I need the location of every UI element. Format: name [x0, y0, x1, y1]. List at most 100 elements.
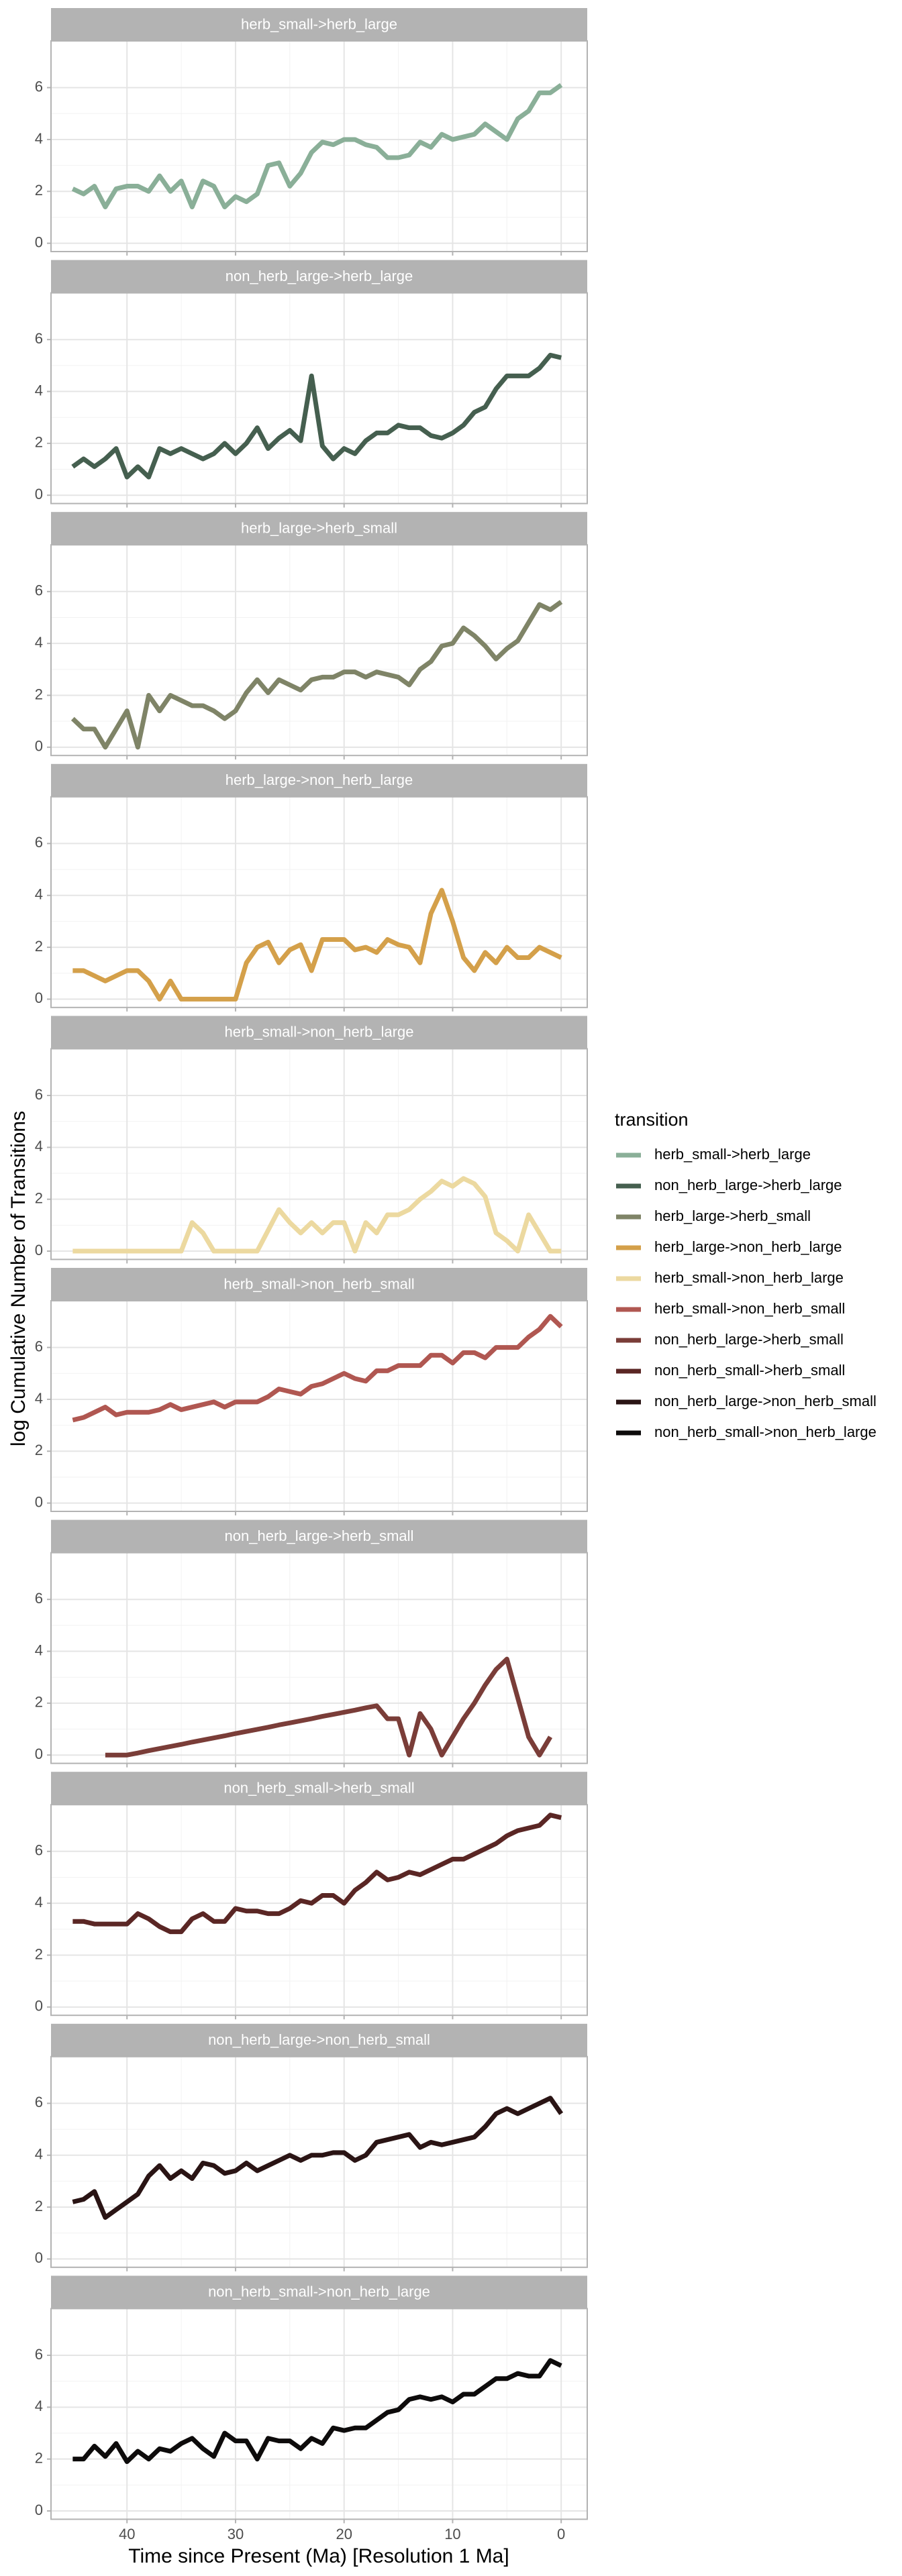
x-tick-label: 0	[557, 2526, 565, 2542]
legend-label: herb_small->non_herb_large	[654, 1269, 844, 1286]
y-tick-label: 0	[35, 1998, 43, 2015]
panel-border	[50, 796, 588, 1008]
y-tick-label: 0	[35, 1746, 43, 1762]
strip	[51, 1016, 587, 1049]
y-tick-label: 4	[35, 634, 43, 651]
line	[72, 1813, 562, 1935]
strip	[51, 8, 587, 41]
panel-border	[50, 292, 588, 504]
strip	[51, 2023, 587, 2057]
panel-border	[50, 2055, 588, 2268]
line	[72, 1313, 563, 1423]
panel-border	[50, 1300, 588, 1512]
strip	[51, 1519, 587, 1553]
y-tick-label: 2	[35, 1694, 43, 1711]
strip-label: herb_large->non_herb_large	[225, 771, 413, 788]
line	[71, 83, 563, 209]
panel	[51, 1049, 587, 1260]
y-tick-label: 6	[35, 2094, 43, 2110]
y-tick-label: 2	[35, 938, 43, 955]
y-tick-label: 0	[35, 233, 43, 250]
y-axis-label: log Cumulative Number of Transitions	[7, 1111, 30, 1446]
y-tick-label: 2	[35, 1189, 43, 1206]
y-tick-label: 4	[35, 1894, 43, 1911]
strip-label: non_herb_small->herb_small	[223, 1780, 414, 1796]
panel	[51, 1552, 587, 1764]
y-tick-label: 4	[35, 886, 43, 903]
legend-label: herb_small->herb_large	[654, 1146, 811, 1163]
strip-label: herb_large->herb_small	[241, 520, 397, 537]
y-tick-label: 0	[35, 738, 43, 755]
y-tick-label: 2	[35, 686, 43, 702]
x-tick-label: 30	[228, 2526, 244, 2542]
y-tick-label: 0	[35, 486, 43, 502]
x-tick-label: 40	[119, 2526, 135, 2542]
legend-label: non_herb_large->herb_large	[654, 1177, 842, 1193]
line	[72, 2358, 562, 2465]
strip-label: non_herb_large->non_herb_small	[208, 2031, 430, 2048]
y-tick-label: 6	[35, 330, 43, 347]
strip-label: herb_small->herb_large	[241, 15, 397, 32]
x-tick-label: 20	[336, 2526, 352, 2542]
y-tick-label: 4	[35, 1138, 43, 1155]
strip	[51, 260, 587, 293]
line	[105, 1656, 553, 1758]
legend-label: non_herb_large->non_herb_small	[654, 1393, 876, 1409]
legend-label: herb_small->non_herb_small	[654, 1300, 845, 1317]
strip	[51, 2275, 587, 2309]
line	[72, 2096, 564, 2220]
panel	[51, 1301, 587, 1511]
y-tick-label: 6	[35, 834, 43, 851]
y-tick-label: 6	[35, 78, 43, 95]
y-tick-label: 2	[35, 2449, 43, 2466]
y-tick-label: 2	[35, 434, 43, 451]
y-tick-label: 2	[35, 1945, 43, 1962]
panel	[51, 2308, 587, 2520]
strip	[51, 1772, 587, 1805]
legend-label: non_herb_small->non_herb_large	[654, 1424, 876, 1440]
strip-label: herb_small->non_herb_small	[223, 1275, 414, 1292]
legend-title: transition	[615, 1110, 689, 1130]
y-tick-label: 6	[35, 2346, 43, 2363]
y-tick-label: 2	[35, 1442, 43, 1458]
y-tick-label: 6	[35, 1842, 43, 1859]
line	[70, 600, 563, 750]
strip-label: non_herb_small->non_herb_large	[208, 2284, 430, 2300]
panel-border	[50, 544, 588, 757]
strip	[51, 1268, 587, 1301]
panel	[51, 545, 587, 756]
panel-border	[50, 1048, 588, 1260]
strip	[51, 512, 587, 545]
panel-border	[50, 1804, 588, 2017]
y-tick-label: 6	[35, 1590, 43, 1607]
x-axis-label: Time since Present (Ma) [Resolution 1 Ma…	[128, 2545, 509, 2567]
panel-border	[50, 40, 588, 252]
panel-border	[50, 2308, 588, 2520]
y-tick-label: 0	[35, 2502, 43, 2518]
line	[72, 888, 562, 1002]
y-tick-label: 4	[35, 1390, 43, 1407]
strip-label: non_herb_large->herb_small	[225, 1527, 414, 1544]
strip	[51, 763, 587, 797]
strip-label: non_herb_large->herb_large	[225, 268, 413, 284]
y-tick-label: 6	[35, 1086, 43, 1103]
y-tick-label: 4	[35, 1642, 43, 1658]
panel	[51, 2056, 587, 2267]
y-tick-label: 0	[35, 2249, 43, 2266]
y-tick-label: 6	[35, 1338, 43, 1354]
y-tick-label: 6	[35, 582, 43, 599]
legend-label: non_herb_large->herb_small	[654, 1331, 844, 1348]
panel-border	[50, 1552, 588, 1764]
legend-label: non_herb_small->herb_small	[654, 1362, 845, 1379]
line	[72, 1176, 562, 1254]
strip-label: herb_small->non_herb_large	[225, 1024, 414, 1040]
y-tick-label: 2	[35, 182, 43, 199]
y-tick-label: 4	[35, 130, 43, 147]
y-tick-label: 4	[35, 2146, 43, 2163]
legend-label: herb_large->non_herb_large	[654, 1238, 842, 1255]
y-tick-label: 4	[35, 382, 43, 398]
y-tick-label: 0	[35, 1242, 43, 1258]
y-tick-label: 0	[35, 989, 43, 1006]
